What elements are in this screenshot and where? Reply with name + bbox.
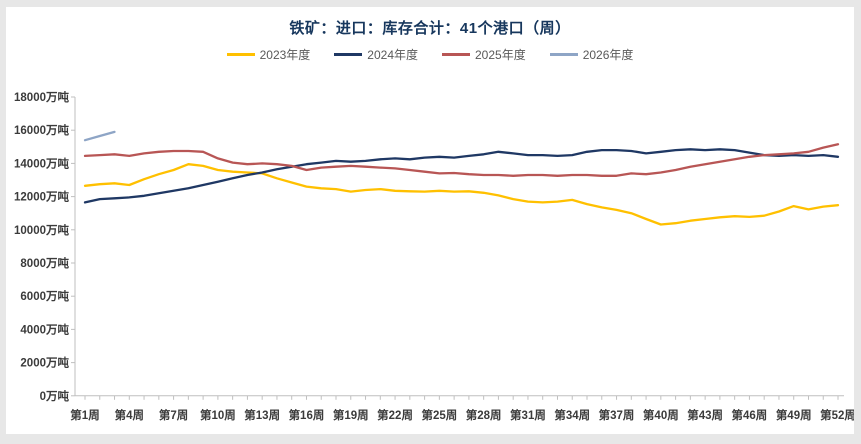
x-axis-label: 第1周: [70, 408, 99, 422]
x-axis-label: 第10周: [200, 408, 236, 422]
y-axis-label: 16000万吨: [14, 123, 69, 137]
legend-item-2023: 2023年度: [221, 46, 317, 63]
legend-item-2024: 2024年度: [328, 46, 424, 63]
chart-panel: 铁矿：进口：库存合计：41个港口（周） 2023年度 2024年度 2025年度 20…: [6, 7, 856, 434]
x-axis-label: 第22周: [377, 408, 413, 422]
legend-label: 2024年度: [367, 47, 418, 62]
series-line-2026: [83, 130, 116, 142]
x-axis-label: 第49周: [776, 408, 812, 422]
series-line-2023: [83, 163, 840, 226]
x-axis-label: 第13周: [244, 408, 280, 422]
series-line-2024: [83, 148, 840, 204]
x-axis-label: 第31周: [510, 408, 546, 422]
x-axis-label: 第4周: [115, 408, 144, 422]
x-axis-label: 第16周: [289, 408, 325, 422]
chart-title: 铁矿：进口：库存合计：41个港口（周）: [289, 20, 571, 37]
x-axis-label: 第25周: [421, 408, 457, 422]
legend-swatch-2024: [334, 52, 363, 56]
y-axis-label: 10000万吨: [14, 223, 69, 237]
y-axis-label: 18000万吨: [14, 90, 69, 104]
legend-label: 2026年度: [582, 47, 634, 62]
y-axis-label: 14000万吨: [14, 156, 69, 170]
y-axis-label: 6000万吨: [20, 289, 69, 303]
x-axis-label: 第34周: [554, 408, 590, 422]
legend-label: 2023年度: [259, 47, 311, 62]
y-axis-label: 0万吨: [40, 389, 70, 403]
legend-swatch-2026: [549, 52, 578, 56]
y-axis-label: 8000万吨: [20, 256, 69, 270]
x-axis-label: 第28周: [466, 408, 502, 422]
chart-legend: 2023年度 2024年度 2025年度 2026年度: [6, 41, 854, 67]
legend-swatch-2025: [442, 52, 470, 56]
x-axis-label: 第37周: [599, 408, 635, 422]
x-axis-label: 第40周: [643, 408, 679, 422]
chart-svg: 0万吨 2000万吨 4000万吨 6000万吨 8000万吨 10000万吨 12000万…: [14, 90, 856, 422]
x-axis-label: 第19周: [333, 408, 369, 422]
y-axis-label: 2000万吨: [20, 356, 69, 370]
x-axis-label: 第43周: [687, 408, 723, 422]
y-axis-label: 4000万吨: [20, 322, 69, 336]
series-line-2025: [83, 143, 840, 177]
x-axis-label: 第46周: [732, 408, 768, 422]
x-axis-label: 第7周: [159, 408, 188, 422]
legend-item-2026: 2026年度: [544, 46, 640, 63]
legend-swatch-2023: [226, 52, 255, 56]
chart-plot-area: 0万吨 2000万吨 4000万吨 6000万吨 8000万吨 10000万吨 12000万…: [6, 67, 856, 434]
legend-label: 2025年度: [475, 47, 526, 62]
y-axis-label: 12000万吨: [14, 190, 69, 204]
x-axis-label: 第52周: [820, 408, 854, 422]
legend-item-2025: 2025年度: [436, 46, 532, 63]
